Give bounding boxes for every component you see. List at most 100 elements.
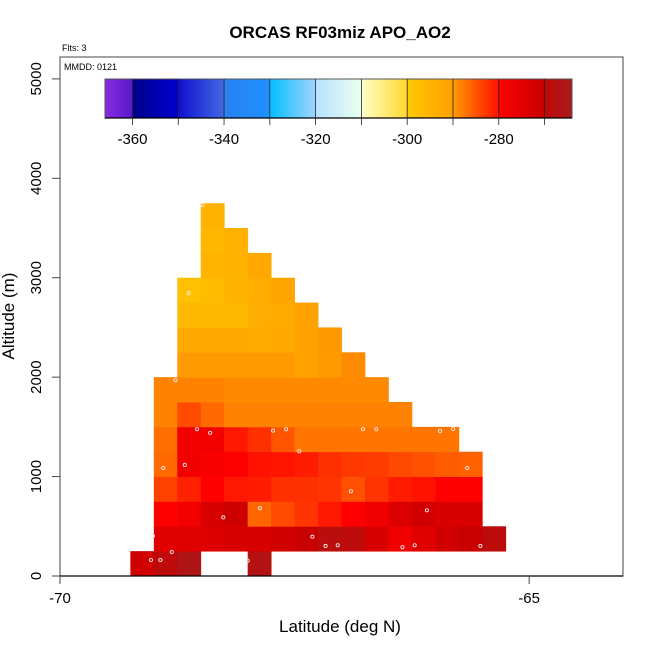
heatmap-cell [247, 252, 272, 279]
sample-marker [194, 427, 200, 432]
sample-marker [478, 543, 483, 549]
heatmap-cell [341, 501, 366, 527]
sample-marker [270, 428, 276, 433]
heatmap-cell [364, 402, 389, 428]
sample-marker [148, 557, 154, 563]
heatmap-cell [224, 426, 249, 453]
heatmap-cell [200, 426, 225, 453]
heatmap-cell [341, 451, 366, 477]
y-tick-label: 5000 [28, 62, 45, 95]
heatmap-cell [411, 451, 436, 477]
heatmap-cell [341, 476, 366, 502]
flights-label: Flts: 3 [62, 43, 87, 53]
y-tick-label: 4000 [28, 162, 45, 195]
sample-marker [169, 549, 174, 555]
heatmap-cell [247, 476, 272, 502]
heatmap-cell [177, 277, 202, 303]
sample-marker [150, 533, 155, 539]
x-tick-label: -65 [518, 590, 540, 607]
sample-marker [221, 515, 226, 520]
heatmap-cell [200, 377, 225, 403]
sample-marker [297, 449, 302, 454]
heatmap-cell [153, 476, 178, 502]
heatmap-cell [458, 451, 483, 477]
heatmap-cell [388, 451, 413, 477]
heatmap-cell [153, 526, 178, 552]
heatmap-cell [247, 302, 272, 328]
heatmap-cell [318, 377, 342, 403]
heatmap-cell [247, 426, 272, 453]
heatmap-cell [247, 402, 272, 428]
heatmap-cell [177, 526, 202, 552]
colorbar: -360 -340 -320 -300 -280 [104, 78, 573, 148]
heatmap-cell [177, 302, 202, 328]
sample-marker [284, 427, 289, 432]
heatmap-cell [411, 426, 436, 453]
heatmap-cell [200, 402, 225, 428]
heatmap-cell [247, 451, 272, 477]
heatmap-cell [271, 277, 295, 303]
heatmap-cell [388, 426, 413, 453]
heatmap-cell [294, 476, 319, 502]
heatmap-cell [318, 476, 342, 502]
heatmap-cell [294, 501, 319, 527]
date-label: MMDD: 0121 [64, 62, 117, 72]
y-tick-label: 3000 [28, 261, 45, 294]
y-axis: 0 1000 2000 3000 4000 5000 [28, 62, 60, 580]
heatmap-cell [271, 402, 295, 428]
heatmap-cell [271, 451, 295, 477]
heatmap-cell [200, 476, 225, 502]
heatmap-cell [318, 402, 342, 428]
sample-marker [310, 534, 315, 539]
heatmap-cell [271, 501, 295, 527]
heatmap-cell [364, 426, 389, 453]
heatmap-cell [224, 526, 249, 552]
heatmap-cell [435, 476, 460, 502]
y-axis-label: Altitude (m) [0, 273, 18, 360]
heatmap-cell [318, 451, 342, 477]
heatmap-cell [318, 352, 342, 378]
heatmap-cell [341, 402, 366, 428]
sample-markers [148, 202, 483, 563]
heatmap-cell [341, 426, 366, 453]
heatmap-cell [271, 302, 295, 328]
heatmap-cell [294, 327, 319, 353]
heatmap-cell [224, 228, 249, 254]
heatmap-cell [247, 551, 272, 577]
heatmap-cell [200, 501, 225, 527]
heatmap-cell [318, 526, 342, 552]
heatmap-cell [388, 501, 413, 527]
sample-marker [361, 427, 366, 432]
heatmap-cell [341, 526, 366, 552]
sample-marker [374, 427, 379, 432]
y-tick-label: 0 [28, 572, 45, 580]
heatmap-cell [177, 377, 202, 403]
heatmap-cell [271, 327, 295, 353]
colorbar-tick-label: -320 [301, 131, 331, 148]
heatmap-cell [200, 228, 225, 254]
heatmap-cell [200, 277, 225, 303]
colorbar-gradient [104, 78, 573, 119]
heatmap-cell [224, 476, 249, 502]
colorbar-tick-label: -300 [392, 131, 422, 148]
heatmap-cell [435, 426, 460, 453]
heatmap-cell [271, 426, 295, 453]
heatmap-cell [153, 501, 178, 527]
heatmap-cell [341, 377, 366, 403]
heatmap-cell [247, 327, 272, 353]
heatmap-cell [177, 426, 202, 453]
heatmap-cell [200, 451, 225, 477]
sample-marker [200, 202, 205, 207]
heatmap-cell [411, 526, 436, 552]
heatmap-cell [435, 501, 460, 527]
heatmap-cell [224, 377, 249, 403]
heatmap-cell [271, 526, 295, 552]
heatmap-cells [130, 203, 507, 577]
heatmap-cell [177, 352, 202, 378]
heatmap-cell [224, 352, 249, 378]
chart-title: ORCAS RF03miz APO_AO2 [229, 23, 450, 42]
colorbar-tick-label: -280 [484, 131, 514, 148]
heatmap-cell [318, 426, 342, 453]
heatmap-cell [294, 402, 319, 428]
heatmap-cell [411, 476, 436, 502]
